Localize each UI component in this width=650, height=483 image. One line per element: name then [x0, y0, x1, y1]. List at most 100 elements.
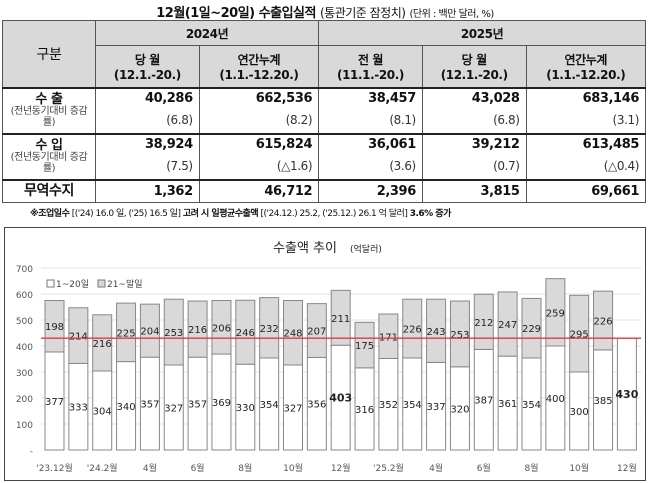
value-cell: 69,661 — [525, 178, 647, 203]
bar-21-end — [116, 302, 137, 363]
bar-label-1-20: 327 — [283, 403, 302, 414]
value-cell: 39,212 — [421, 132, 527, 154]
bar-label-21-end: 216 — [93, 339, 112, 350]
x-tick-label: 8월 — [524, 462, 538, 474]
column-period: (11.1.-20.) — [336, 67, 404, 82]
bar-label-21-end: 226 — [403, 325, 422, 336]
y-tick-label: 200 — [16, 395, 33, 405]
bar-label-1-20: 387 — [474, 396, 493, 407]
bar-label-21-end: 243 — [427, 327, 446, 338]
rate-cell: (3.6) — [318, 153, 423, 180]
row-header: 수 입 (전년동기대비 증감률) — [2, 132, 96, 180]
bar-label-21-end: 226 — [594, 317, 613, 328]
value-cell: 38,924 — [95, 132, 200, 154]
table-row: 무역수지 1,362 46,712 2,396 3,815 69,661 — [2, 178, 647, 203]
bar-label-1-20: 354 — [403, 400, 422, 411]
column-header: 연간누계 (1.1.-12.20.) — [198, 45, 320, 88]
bar-label-1-20: 385 — [594, 396, 613, 407]
column-header: 당 월 (12.1.-20.) — [421, 45, 527, 88]
x-tick-label: '25.2월 — [373, 462, 404, 474]
bar-label-1-20: 356 — [307, 400, 326, 411]
bar-21-end — [426, 298, 447, 363]
column-period: (12.1.-20.) — [440, 67, 508, 82]
value-cell: 38,457 — [318, 86, 423, 108]
x-tick-label: 6월 — [191, 462, 205, 474]
note-part: [('24.12.) 25.2, ('25.12.) 26.1 억 달러] — [258, 209, 410, 219]
bar-label-21-end: 175 — [355, 341, 374, 352]
bar-21-end — [259, 297, 280, 359]
bar-21-end — [378, 313, 399, 359]
bar-21-end — [44, 300, 65, 353]
bar-label-1-20: 333 — [69, 403, 88, 414]
bar-21-end — [306, 303, 327, 358]
bar-21-end — [283, 300, 303, 366]
chart-svg: 수출액 추이 (억달러) - 100 200 300 400 500 600 700 377 198 '… — [16, 241, 641, 474]
bar-label-1-20: 320 — [450, 404, 469, 415]
value-cell: 1,362 — [95, 178, 200, 203]
bar-label-1-20: 304 — [93, 406, 112, 417]
value-cell: 2,396 — [318, 178, 423, 203]
column-period: (1.1.-12.20.) — [219, 67, 299, 82]
bar-label-21-end: 232 — [260, 324, 279, 335]
rate-cell: (8.2) — [198, 107, 320, 134]
row-label: 수 입 — [35, 138, 63, 153]
row-header: 무역수지 — [2, 178, 96, 203]
column-label: 전 월 — [357, 52, 384, 67]
bar-label-21-end: 214 — [69, 332, 88, 343]
bar-label-21-end: 212 — [474, 318, 493, 329]
bar-21-end — [92, 314, 113, 372]
column-label: 당 월 — [134, 52, 160, 67]
footnote: ※조업일수 [('24) 16.0 일, ('25) 16.5 일] 고려 시 … — [30, 206, 451, 219]
note-part: [('24) 16.0 일, ('25) 16.5 일] — [69, 209, 183, 219]
bar-label-1-20: 369 — [212, 398, 231, 409]
bar-21-end — [330, 289, 351, 346]
rate-cell: (6.8) — [421, 107, 527, 134]
y-tick-label: 500 — [16, 317, 33, 327]
rate-cell: (7.5) — [95, 153, 200, 180]
column-label: 연간누계 — [237, 52, 281, 67]
bar-label-21-end: 211 — [331, 314, 350, 325]
x-tick-label: 8월 — [238, 462, 252, 474]
rate-cell: (8.1) — [318, 107, 423, 134]
rate-row: (6.8) (8.2) (8.1) (6.8) (3.1) — [3, 107, 647, 134]
y-tick-label: 600 — [16, 291, 33, 301]
x-tick-label: 4월 — [429, 462, 443, 474]
bar-label-21-end: 229 — [522, 324, 541, 335]
x-tick-label: '24.2월 — [87, 462, 118, 474]
bar-label-1-20: 354 — [522, 400, 541, 411]
bar-label-1-20: 403 — [329, 392, 352, 405]
bar-21-end — [211, 300, 232, 355]
bar-label-1-20: 430 — [615, 388, 638, 401]
y-tick-label: - — [30, 447, 33, 457]
bar-label-21-end: 259 — [546, 308, 565, 319]
bar-label-1-20: 327 — [164, 403, 183, 414]
x-tick-label: 10월 — [283, 462, 303, 474]
note-part: 고려 시 일평균수출액 — [182, 209, 259, 219]
bar-label-21-end: 295 — [570, 330, 589, 341]
rate-cell: (△0.4) — [525, 153, 647, 180]
bar-label-1-20: 316 — [355, 405, 374, 416]
y-tick-label: 700 — [16, 265, 33, 275]
x-tick-label: 4월 — [143, 462, 157, 474]
column-header: 전 월 (11.1.-20.) — [318, 45, 423, 88]
bar-label-21-end: 248 — [283, 329, 302, 340]
rate-cell: (0.7) — [421, 153, 527, 180]
bar-21-end — [235, 299, 256, 365]
legend-label: 21~말일 — [107, 278, 143, 290]
x-tick-label: '23.12월 — [36, 462, 73, 474]
value-cell: 613,485 — [525, 132, 647, 154]
bar-21-end — [139, 303, 160, 358]
bar-label-1-20: 300 — [570, 407, 589, 418]
bar-21-end — [68, 307, 89, 364]
note-part: 3.6% 증가 — [409, 209, 452, 219]
bar-21-end — [163, 298, 184, 366]
bar-21-end — [569, 294, 590, 373]
bar-label-21-end: 253 — [164, 328, 183, 339]
y-tick-label: 100 — [16, 421, 33, 431]
bar-label-21-end: 206 — [212, 323, 231, 334]
column-header: 연간누계 (1.1.-12.20.) — [525, 45, 647, 88]
y-tick-label: 400 — [16, 343, 33, 353]
column-period: (12.1.-20.) — [113, 67, 181, 82]
bar-label-21-end: 246 — [236, 328, 255, 339]
table-row: 수 입 (전년동기대비 증감률) 38,924 615,824 36,061 39,212… — [2, 132, 647, 180]
